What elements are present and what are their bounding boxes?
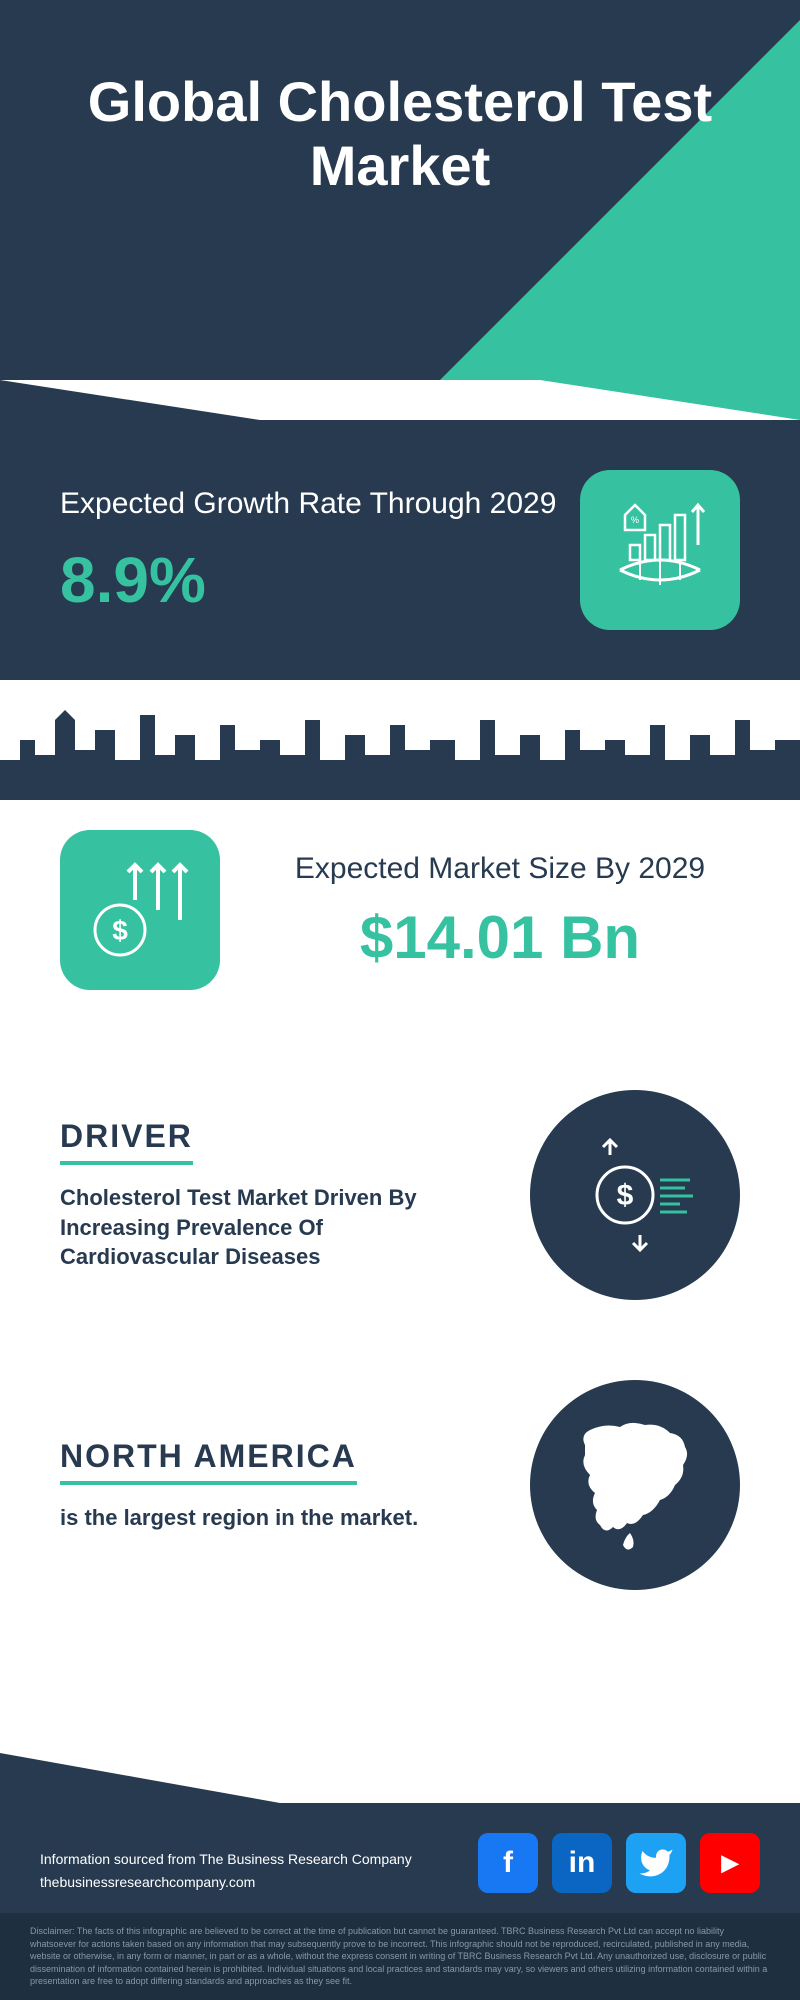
size-value: $14.01 Bn	[260, 903, 740, 972]
svg-text:%: %	[631, 515, 639, 525]
page-title: Global Cholesterol Test Market	[0, 70, 800, 199]
region-text-col: NORTH AMERICA is the largest region in t…	[60, 1438, 500, 1533]
growth-rate-section: Expected Growth Rate Through 2029 8.9% %	[0, 420, 800, 680]
region-circle-icon	[530, 1380, 740, 1590]
skyline-divider	[0, 680, 800, 800]
region-text: is the largest region in the market.	[60, 1503, 440, 1533]
growth-text: Expected Growth Rate Through 2029 8.9%	[60, 484, 556, 617]
source-text: Information sourced from The Business Re…	[40, 1848, 412, 1893]
facebook-icon[interactable]: f	[478, 1833, 538, 1893]
driver-heading: DRIVER	[60, 1118, 193, 1165]
region-section: NORTH AMERICA is the largest region in t…	[0, 1340, 800, 1630]
svg-text:$: $	[617, 1179, 634, 1212]
source-line2: thebusinessresearchcompany.com	[40, 1871, 412, 1893]
tri-left	[0, 380, 260, 420]
tri-right	[540, 380, 800, 420]
driver-text-col: DRIVER Cholesterol Test Market Driven By…	[60, 1118, 500, 1272]
youtube-icon[interactable]: ▶	[700, 1833, 760, 1893]
twitter-icon[interactable]	[626, 1833, 686, 1893]
linkedin-icon[interactable]: in	[552, 1833, 612, 1893]
disclaimer-text: Disclaimer: The facts of this infographi…	[0, 1913, 800, 2000]
driver-section: DRIVER Cholesterol Test Market Driven By…	[0, 1050, 800, 1340]
north-america-map-icon	[555, 1405, 715, 1565]
city-skyline-icon	[0, 700, 800, 800]
globe-bars-icon: %	[600, 490, 720, 610]
separator-band	[0, 380, 800, 420]
growth-chart-icon: %	[580, 470, 740, 630]
driver-circle-icon: $	[530, 1090, 740, 1300]
size-label: Expected Market Size By 2029	[260, 849, 740, 888]
market-size-icon-box: $	[60, 830, 220, 990]
infographic-page: Global Cholesterol Test Market Expected …	[0, 0, 800, 2000]
footer: Information sourced from The Business Re…	[0, 1803, 800, 2000]
social-links: f in ▶	[478, 1833, 760, 1893]
growth-label: Expected Growth Rate Through 2029	[60, 484, 556, 523]
money-flow-icon: $	[565, 1125, 705, 1265]
twitter-bird-icon	[638, 1845, 674, 1881]
source-line1: Information sourced from The Business Re…	[40, 1848, 412, 1870]
size-text: Expected Market Size By 2029 $14.01 Bn	[260, 849, 740, 972]
svg-text:$: $	[112, 915, 128, 946]
dollar-arrows-icon: $	[80, 850, 200, 970]
hero-section: Global Cholesterol Test Market	[0, 0, 800, 380]
footer-bar: Information sourced from The Business Re…	[0, 1803, 800, 1913]
driver-text: Cholesterol Test Market Driven By Increa…	[60, 1183, 440, 1272]
market-size-section: $ Expected Market Size By 2029 $14.01 Bn	[0, 800, 800, 1050]
growth-value: 8.9%	[60, 543, 556, 617]
region-heading: NORTH AMERICA	[60, 1438, 357, 1485]
